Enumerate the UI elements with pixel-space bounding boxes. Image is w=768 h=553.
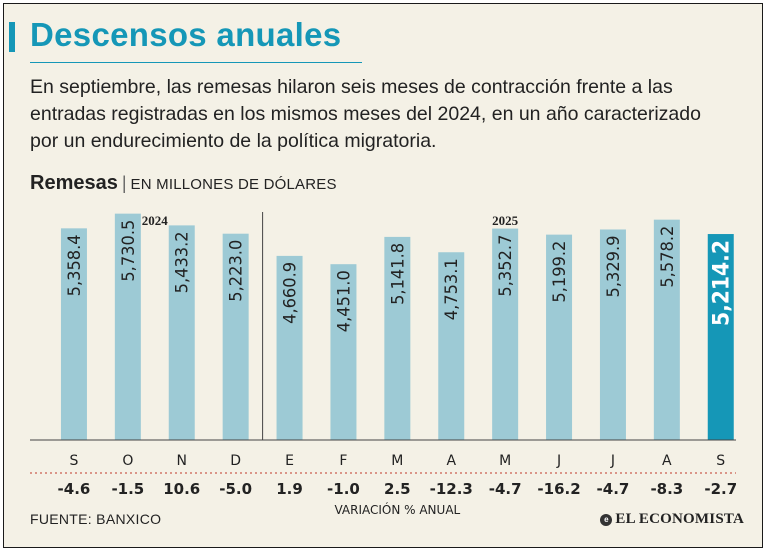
variation-value-6: 2.5 [384,480,411,498]
month-label-3: D [230,453,241,469]
variation-value-8: -4.7 [489,480,522,498]
bar-value-label-6: 5,141.8 [388,243,408,305]
month-label-4: E [285,453,294,469]
bar-value-label-0: 5,358.4 [65,234,85,296]
bar-value-label-5: 4,451.0 [334,270,354,332]
bar-value-label-1: 5,730.5 [119,220,139,282]
variation-value-7: -12.3 [430,480,473,498]
variation-value-0: -4.6 [58,480,91,498]
bar-12 [707,234,734,440]
month-label-10: J [610,453,615,469]
month-label-12: S [716,453,725,469]
variation-value-3: -5.0 [219,480,252,498]
source-note: FUENTE: BANXICO [30,511,162,527]
bar-7 [438,252,465,440]
bar-value-label-11: 5,578.2 [658,226,678,288]
year-label-2024: 2024 [142,213,169,228]
variation-value-5: -1.0 [327,480,360,498]
variation-axis-label: VARIACIÓN % ANUAL [334,502,460,517]
month-label-11: A [662,453,672,469]
variation-value-12: -2.7 [704,480,737,498]
bar-8 [492,228,519,440]
chart-heading-label: Remesas [30,172,118,194]
variation-value-9: -16.2 [537,480,580,498]
brand-name: EL ECONOMISTA [615,511,744,527]
bar-value-label-12: 5,214.2 [710,240,735,326]
bar-value-label-4: 4,660.9 [281,262,301,324]
bar-6 [384,236,411,440]
bar-value-label-7: 4,753.1 [442,258,462,320]
bar-3 [222,233,249,440]
chart-heading-unit: EN MILLONES DE DÓLARES [130,176,337,193]
brand-mark-icon: e [600,514,613,526]
bar-value-label-3: 5,223.0 [227,240,247,302]
page-title: Descensos anuales [30,16,342,53]
month-label-2: N [177,453,187,469]
title-accent-bar [9,22,15,52]
variation-value-10: -4.7 [597,480,630,498]
chart-heading-separator: | [121,173,127,193]
chart-heading: Remesas | EN MILLONES DE DÓLARES [30,172,337,195]
month-label-6: M [391,453,403,469]
bar-2 [168,225,195,440]
bar-value-label-2: 5,433.2 [173,231,193,293]
month-label-5: F [339,453,347,469]
variation-value-1: -1.5 [111,480,144,498]
variation-value-4: 1.9 [276,480,303,498]
bar-10 [599,229,626,440]
month-label-9: J [556,453,561,469]
bar-11 [653,219,680,440]
bar-4 [276,255,303,440]
subtitle: En septiembre, las remesas hilaron seis … [30,76,701,152]
month-label-0: S [70,453,79,469]
month-label-8: M [499,453,511,469]
bar-1 [114,213,141,440]
month-label-1: O [122,453,133,469]
bar-9 [546,234,573,440]
brand-logo: e EL ECONOMISTA [600,511,744,528]
variation-value-2: 10.6 [163,480,200,498]
month-label-7: A [446,453,456,469]
bar-5 [330,264,357,440]
title-underline [30,62,362,63]
bar-0 [60,228,87,440]
bar-value-label-8: 5,352.7 [496,235,516,297]
bar-value-label-10: 5,329.9 [604,235,624,297]
bar-value-label-9: 5,199.2 [550,241,570,303]
variation-value-11: -8.3 [650,480,683,498]
year-label-2025: 2025 [492,213,519,228]
